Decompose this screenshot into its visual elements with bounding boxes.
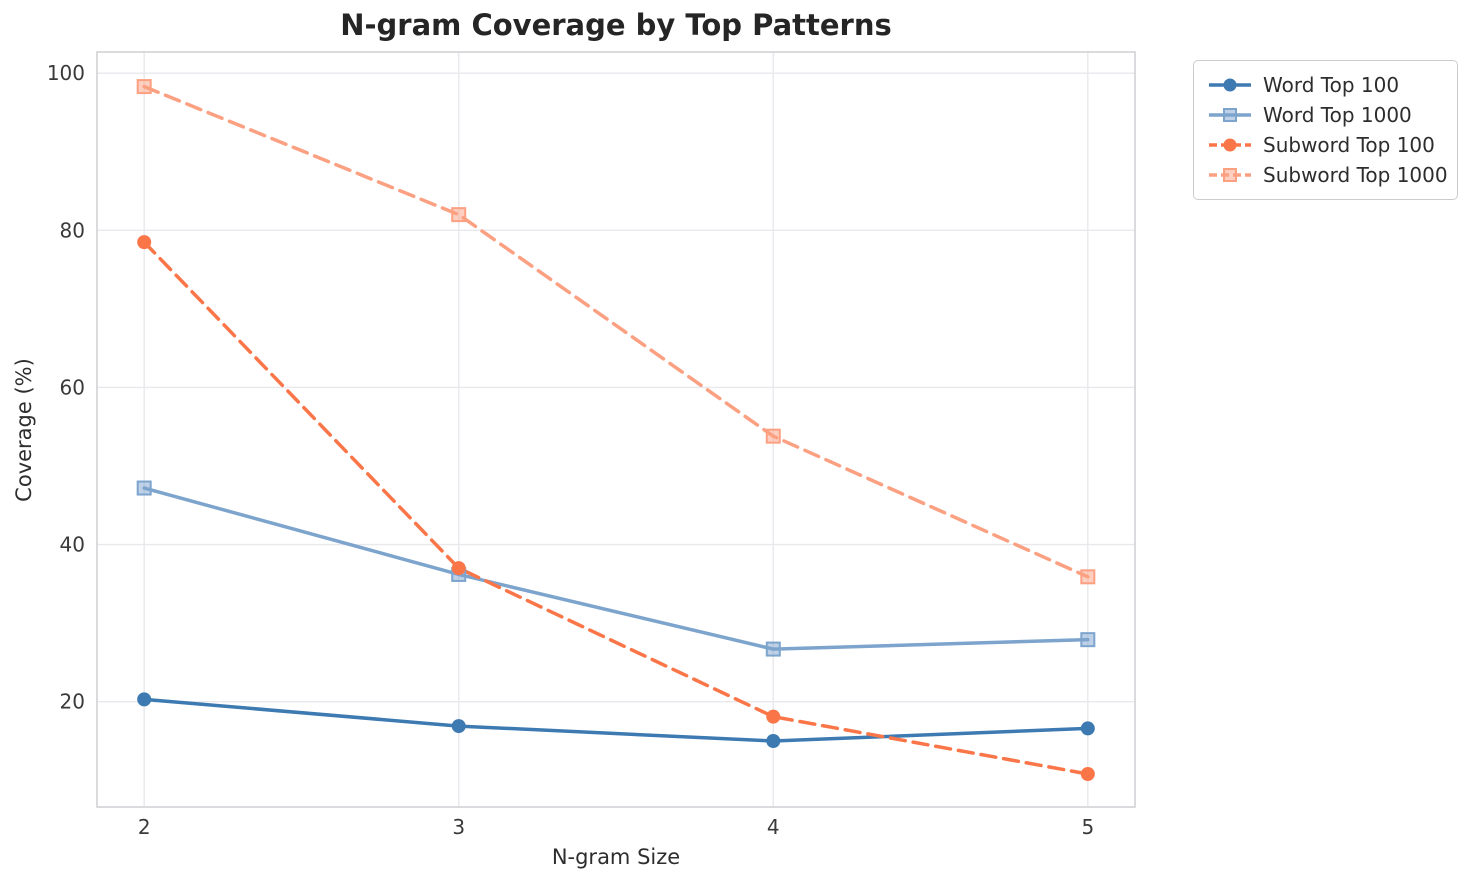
y-tick-label: 100 (47, 61, 85, 85)
legend-swatch-marker (1223, 138, 1237, 152)
legend-swatch-word-top-1000 (1209, 108, 1251, 122)
series-line (142, 240, 1090, 776)
legend-item-subword-top-1000: Subword Top 1000 (1207, 160, 1448, 190)
plot-border (96, 51, 1136, 808)
legend-label: Subword Top 100 (1263, 133, 1435, 157)
y-tick-label: 80 (60, 218, 85, 242)
legend-item-word-top-100: Word Top 100 (1207, 70, 1444, 100)
x-tick-label: 3 (452, 815, 465, 839)
data-point-square (136, 79, 152, 95)
data-point-circle (451, 561, 466, 576)
data-point-square (136, 480, 152, 496)
legend: Word Top 100 Word Top 1000 Subword Top 1… (1193, 60, 1458, 200)
x-tick-label: 2 (138, 815, 151, 839)
legend-swatch-subword-top-100 (1209, 138, 1251, 152)
legend-label: Subword Top 1000 (1263, 163, 1448, 187)
legend-swatch-marker (1223, 78, 1237, 92)
data-point-square (765, 641, 781, 657)
data-point-circle (1080, 767, 1095, 782)
chart-title: N-gram Coverage by Top Patterns (340, 8, 892, 42)
legend-swatch-word-top-100 (1209, 78, 1251, 92)
series-line (142, 84, 1090, 579)
x-tick-label: 4 (767, 815, 780, 839)
x-axis-label: N-gram Size (551, 845, 681, 869)
legend-label: Word Top 100 (1263, 73, 1400, 97)
data-point-square (451, 207, 467, 223)
data-point-circle (137, 692, 152, 707)
data-point-circle (766, 734, 781, 749)
y-tick-label: 40 (60, 533, 85, 557)
data-point-square (1080, 632, 1096, 648)
legend-swatch-subword-top-1000 (1209, 168, 1251, 182)
legend-item-subword-top-100: Subword Top 100 (1207, 130, 1444, 160)
legend-swatch-marker (1223, 168, 1237, 182)
x-tick-label: 5 (1081, 815, 1094, 839)
data-point-square (765, 428, 781, 444)
legend-label: Word Top 1000 (1263, 103, 1412, 127)
data-point-circle (451, 719, 466, 734)
data-point-circle (137, 235, 152, 250)
y-tick-label: 60 (60, 375, 85, 399)
data-point-square (1080, 569, 1096, 585)
series-line (142, 697, 1090, 743)
data-point-circle (766, 709, 781, 724)
y-tick-label: 20 (60, 690, 85, 714)
data-point-circle (1080, 721, 1095, 736)
legend-item-word-top-1000: Word Top 1000 (1207, 100, 1444, 130)
legend-swatch-marker (1223, 108, 1237, 122)
series-line (142, 486, 1090, 651)
